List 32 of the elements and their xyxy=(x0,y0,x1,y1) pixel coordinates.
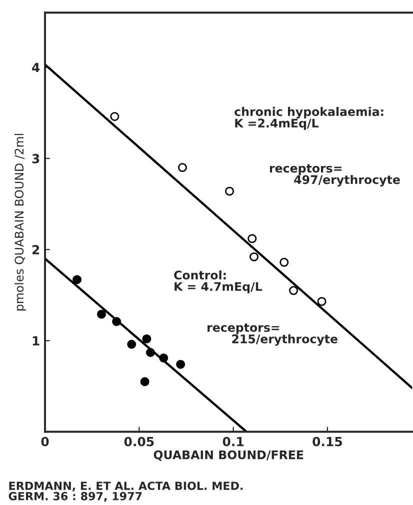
x-tick-label: 0.05 xyxy=(124,436,154,446)
point xyxy=(280,258,289,267)
annotation: chronic hypokalaemia: K =2.4mEq/L xyxy=(234,106,384,130)
annotation: receptors= 497/erythrocyte xyxy=(270,164,400,186)
point xyxy=(127,340,136,349)
annotation: receptors= 215/erythrocyte xyxy=(208,323,338,346)
point xyxy=(289,286,298,296)
point xyxy=(112,317,122,326)
point xyxy=(159,353,168,362)
x-tick-label: 0 xyxy=(41,436,49,446)
y-tick-label: 2 xyxy=(32,245,40,254)
point xyxy=(250,252,259,262)
point xyxy=(72,275,82,284)
y-axis-title: pmoles QUABAIN BOUND /2ml xyxy=(14,134,26,310)
point xyxy=(248,234,257,244)
y-tick-label: 4 xyxy=(32,62,40,72)
point xyxy=(317,296,326,306)
x-axis-title: QUABAIN BOUND/FREE xyxy=(154,450,304,461)
y-tick-label: 3 xyxy=(32,154,40,164)
point xyxy=(140,377,150,386)
text: ERDMANN, E. ET AL. ACTA BIOL. MED. GERM. 36 : 897, 1977 xyxy=(8,482,243,502)
point xyxy=(142,334,152,344)
point xyxy=(110,112,120,121)
point xyxy=(97,310,106,319)
x-tick-label: 0.15 xyxy=(312,436,342,446)
point xyxy=(178,163,187,172)
point xyxy=(176,360,186,369)
x-tick-label: 0.1 xyxy=(222,436,244,446)
y-tick-label: 1 xyxy=(32,336,40,346)
point xyxy=(146,348,155,357)
point xyxy=(225,186,234,196)
annotation: Control: K = 4.7mEq/L xyxy=(174,270,262,294)
